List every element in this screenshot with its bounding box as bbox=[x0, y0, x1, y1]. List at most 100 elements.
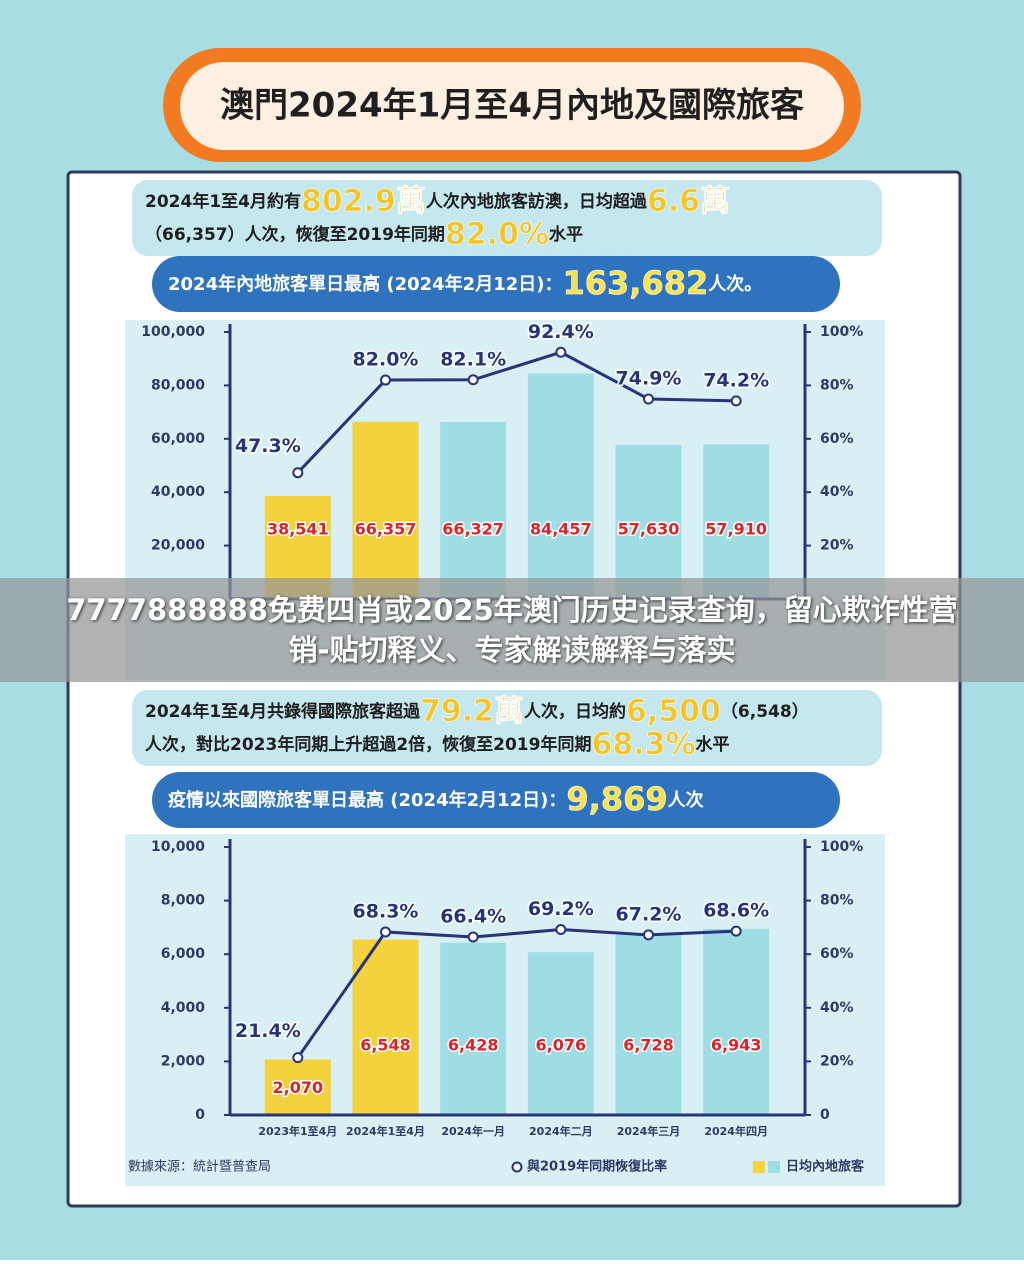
highlight: 79.2萬 bbox=[420, 694, 524, 729]
x-tick-label: 2024年四月 bbox=[704, 1124, 768, 1138]
legend-label: 與2019年同期恢復比率 bbox=[527, 1159, 667, 1175]
y-tick-label: 2,000 bbox=[161, 1053, 206, 1069]
line-point bbox=[467, 374, 479, 386]
y2-tick-label: 0 bbox=[820, 1107, 830, 1123]
bar-value-label: 6,728 bbox=[623, 1036, 674, 1055]
bar bbox=[527, 373, 594, 599]
bar bbox=[615, 934, 682, 1115]
line-point bbox=[292, 467, 304, 479]
text-part: 人次，日均約 bbox=[524, 701, 626, 722]
y-tick-label: 20,000 bbox=[151, 538, 205, 554]
y-tick-label: 8,000 bbox=[161, 893, 206, 909]
y-tick-label: 100,000 bbox=[141, 324, 205, 340]
y-tick-label: 4,000 bbox=[161, 1000, 206, 1016]
y2-tick-label: 100% bbox=[820, 324, 863, 340]
line bbox=[296, 928, 737, 1059]
y2-tick-label: 80% bbox=[820, 893, 854, 909]
highlight: 6,500 bbox=[626, 694, 721, 729]
highlight: 68.3% bbox=[591, 727, 695, 762]
y2-tick-label: 60% bbox=[820, 431, 854, 447]
y-tick-label: 0 bbox=[195, 1107, 205, 1123]
x-tick-label: 2024年二月 bbox=[529, 1124, 593, 1138]
y-tick-label: 40,000 bbox=[151, 484, 205, 500]
highlight: 163,682 bbox=[563, 264, 709, 302]
line-point bbox=[380, 926, 391, 938]
bar bbox=[440, 421, 507, 599]
record-banner bbox=[152, 256, 840, 312]
bar-value-label: 66,357 bbox=[355, 520, 417, 539]
line-value-label: 47.3% bbox=[235, 435, 301, 457]
highlight: 9,869 bbox=[566, 780, 667, 818]
bar bbox=[703, 444, 770, 599]
line-point bbox=[292, 1052, 304, 1064]
y2-tick-label: 20% bbox=[820, 538, 854, 554]
record-banner bbox=[152, 772, 840, 828]
x-tick-label: 2024年1至4月 bbox=[346, 1124, 425, 1138]
line-value-label: 68.3% bbox=[353, 900, 419, 922]
line-point bbox=[380, 374, 391, 386]
overlay-banner: 7777888888免费四肖或2025年澳门历史记录查询，留心欺诈性营销-贴切释… bbox=[0, 578, 1024, 682]
line-point bbox=[467, 931, 479, 943]
overlay-text: 7777888888免费四肖或2025年澳门历史记录查询，留心欺诈性营销-贴切释… bbox=[66, 593, 958, 667]
y2-tick-label: 20% bbox=[820, 1053, 854, 1069]
legend-label: 日均內地旅客 bbox=[786, 1159, 865, 1175]
line-value-label: 68.6% bbox=[703, 900, 769, 922]
bar-value-label: 6,548 bbox=[360, 1036, 411, 1055]
y-tick-label: 6,000 bbox=[161, 946, 206, 962]
text-part: 人次內地旅客訪澳，日均超過 bbox=[426, 191, 648, 212]
bar-value-label: 6,076 bbox=[536, 1036, 587, 1055]
y2-tick-label: 60% bbox=[820, 946, 854, 962]
line-point bbox=[730, 925, 742, 937]
y2-tick-label: 40% bbox=[820, 1000, 854, 1016]
bar bbox=[703, 928, 770, 1115]
source-note: 數據來源：統計暨普查局 bbox=[128, 1159, 271, 1175]
bar-value-label: 6,943 bbox=[711, 1036, 762, 1055]
line-point bbox=[555, 924, 567, 936]
bar-value-label: 38,541 bbox=[267, 520, 329, 539]
line-value-label: 66.4% bbox=[440, 906, 506, 928]
bar bbox=[352, 939, 419, 1115]
line-point bbox=[730, 395, 742, 407]
y-tick-label: 10,000 bbox=[151, 839, 205, 855]
bar-value-label: 57,910 bbox=[705, 520, 767, 539]
highlight: 802.9萬 bbox=[301, 184, 426, 219]
y2-tick-label: 100% bbox=[820, 839, 863, 855]
line-value-label: 21.4% bbox=[235, 1020, 301, 1042]
bar bbox=[264, 1059, 331, 1115]
summary-line: 2024年1至4月約有802.9萬人次內地旅客訪澳，日均超過6.6萬 bbox=[145, 184, 730, 219]
line-value-label: 69.2% bbox=[528, 898, 594, 920]
line-point bbox=[643, 393, 654, 405]
bar bbox=[615, 445, 682, 599]
bar-value-label: 2,070 bbox=[273, 1078, 324, 1097]
bar bbox=[527, 952, 594, 1115]
text-part: 水平 bbox=[696, 734, 730, 755]
line bbox=[296, 350, 737, 474]
bar-value-label: 57,630 bbox=[618, 520, 680, 539]
summary-line: 人次，對比2023年同期上升超過2倍，恢復至2019年同期68.3%水平 bbox=[145, 727, 730, 762]
bar-value-label: 6,428 bbox=[448, 1036, 499, 1055]
text-part: （6,548） bbox=[721, 701, 809, 722]
text-part: （66,357）人次，恢復至2019年同期 bbox=[145, 224, 445, 245]
line-value-label: 92.4% bbox=[528, 321, 594, 343]
y-tick-label: 80,000 bbox=[151, 377, 205, 393]
summary-line: （66,357）人次，恢復至2019年同期82.0%水平 bbox=[145, 217, 583, 252]
text-part: 2024年內地旅客單日最高 (2024年2月12日)： bbox=[168, 273, 563, 295]
line-point bbox=[643, 929, 654, 941]
line-value-label: 74.2% bbox=[703, 369, 769, 391]
summary-box bbox=[132, 180, 882, 256]
x-tick-label: 2024年一月 bbox=[441, 1124, 505, 1138]
legend-marker bbox=[768, 1161, 780, 1173]
text-part: 水平 bbox=[549, 224, 583, 245]
text-part: 人次，對比2023年同期上升超過2倍，恢復至2019年同期 bbox=[145, 734, 591, 755]
header-title: 澳門2024年1月至4月內地及國際旅客 bbox=[220, 86, 804, 126]
text-part: 人次。 bbox=[708, 273, 762, 295]
record-text: 疫情以來國際旅客單日最高 (2024年2月12日)：9,869人次 bbox=[168, 780, 704, 818]
x-tick-label: 2024年三月 bbox=[617, 1124, 681, 1138]
bar-value-label: 84,457 bbox=[530, 520, 592, 539]
summary-box bbox=[132, 690, 882, 766]
highlight: 82.0% bbox=[445, 217, 549, 252]
record-text: 2024年內地旅客單日最高 (2024年2月12日)：163,682人次。 bbox=[168, 264, 762, 302]
text-part: 人次 bbox=[668, 789, 704, 811]
y2-tick-label: 80% bbox=[820, 377, 854, 393]
